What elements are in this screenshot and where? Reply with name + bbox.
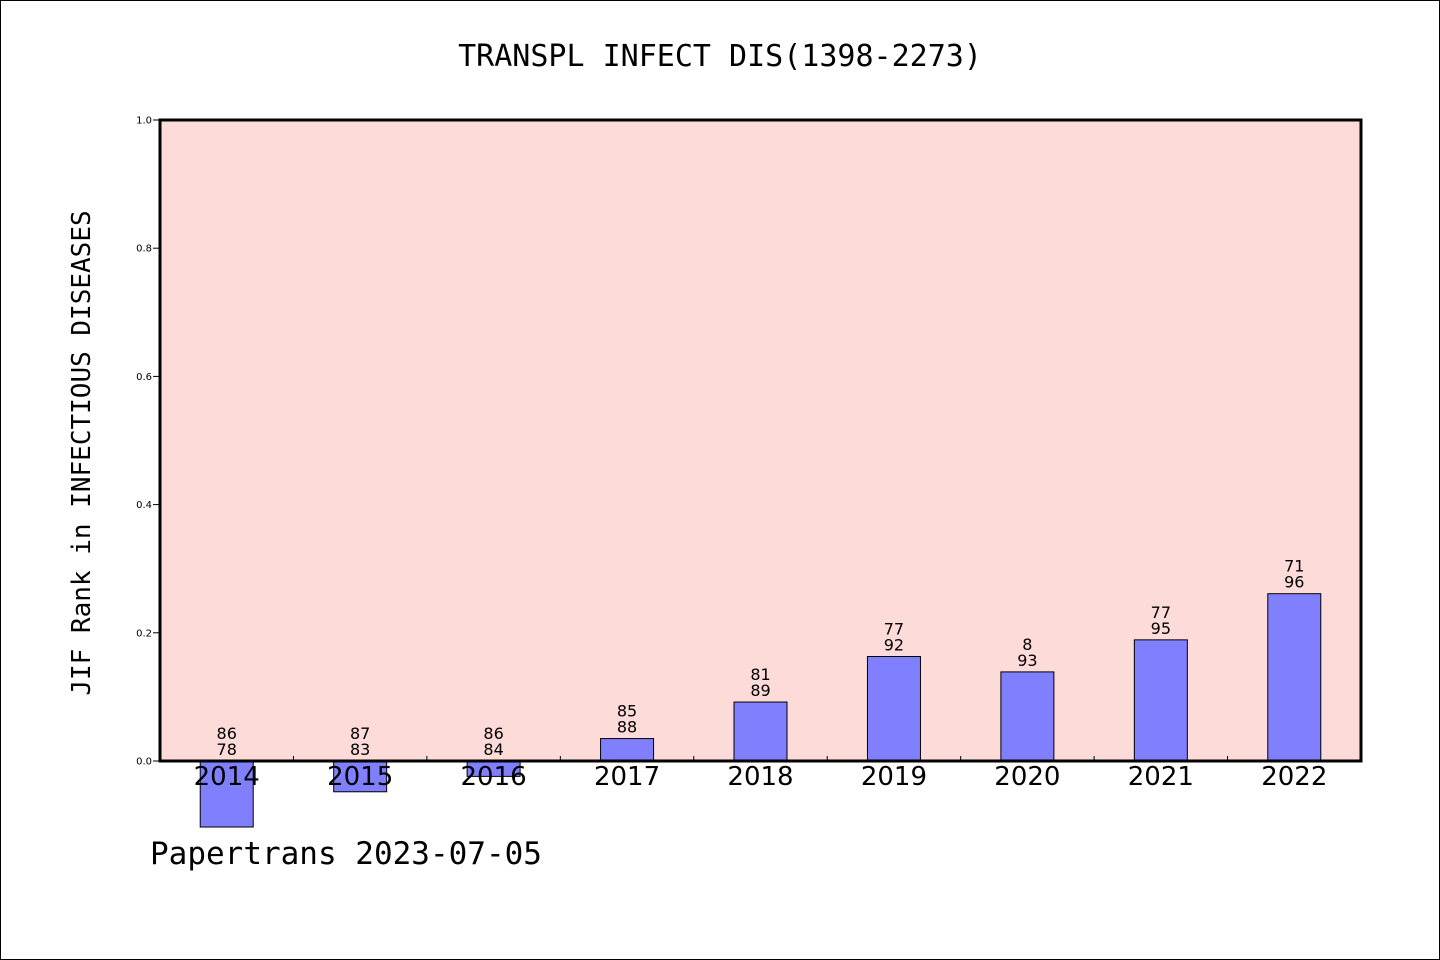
- data-label-bottom: 96: [1284, 573, 1304, 592]
- bar-2021: [1133, 639, 1188, 762]
- x-tick-label: 2020: [994, 762, 1060, 792]
- data-label-top: 85: [617, 702, 637, 721]
- x-tick-label: 2015: [327, 762, 393, 792]
- data-label-top: 77: [1151, 603, 1171, 622]
- y-tick-label: 0.6: [136, 372, 152, 383]
- data-label-bottom: 95: [1151, 619, 1171, 638]
- y-tick-label: 0.8: [136, 244, 152, 255]
- bar-2018: [733, 701, 788, 762]
- x-tick-label: 2019: [861, 762, 927, 792]
- y-tick-label: 0.2: [136, 628, 152, 639]
- chart-title: TRANSPL INFECT DIS(1398-2273): [458, 39, 982, 74]
- bar-2017: [600, 738, 655, 762]
- data-label-bottom: 78: [217, 740, 237, 759]
- y-tick-label: 0.4: [136, 500, 152, 511]
- data-label-bottom: 93: [1017, 651, 1037, 670]
- y-axis-label: JIF Rank in INFECTIOUS DISEASES: [67, 210, 97, 695]
- data-label-bottom: 92: [884, 636, 904, 655]
- data-label-bottom: 84: [483, 740, 503, 759]
- data-label-top: 81: [750, 665, 770, 684]
- data-label-top: 8: [1022, 635, 1032, 654]
- data-label-top: 77: [884, 620, 904, 639]
- data-label-bottom: 83: [350, 740, 370, 759]
- data-label-bottom: 88: [617, 718, 637, 737]
- data-label-top: 86: [483, 724, 503, 743]
- bar-2015: [333, 760, 388, 793]
- y-tick-label: 0.0: [136, 757, 152, 768]
- bar-2022: [1267, 593, 1322, 762]
- data-label-top: 87: [350, 724, 370, 743]
- plot-border: [158, 118, 1363, 763]
- data-label-top: 86: [217, 724, 237, 743]
- bar-2020: [1000, 671, 1055, 762]
- x-tick-label: 2016: [461, 762, 527, 792]
- x-tick-label: 2021: [1128, 762, 1194, 792]
- data-label-top: 71: [1284, 557, 1304, 576]
- x-tick-label: 2018: [727, 762, 793, 792]
- x-tick-label: 2022: [1261, 762, 1327, 792]
- data-label-bottom: 89: [750, 681, 770, 700]
- x-tick-label: 2014: [194, 762, 260, 792]
- x-tick-label: 2017: [594, 762, 660, 792]
- footer-text: Papertrans 2023-07-05: [150, 836, 542, 872]
- y-tick-label: 1.0: [136, 116, 152, 127]
- bar-2019: [866, 656, 921, 762]
